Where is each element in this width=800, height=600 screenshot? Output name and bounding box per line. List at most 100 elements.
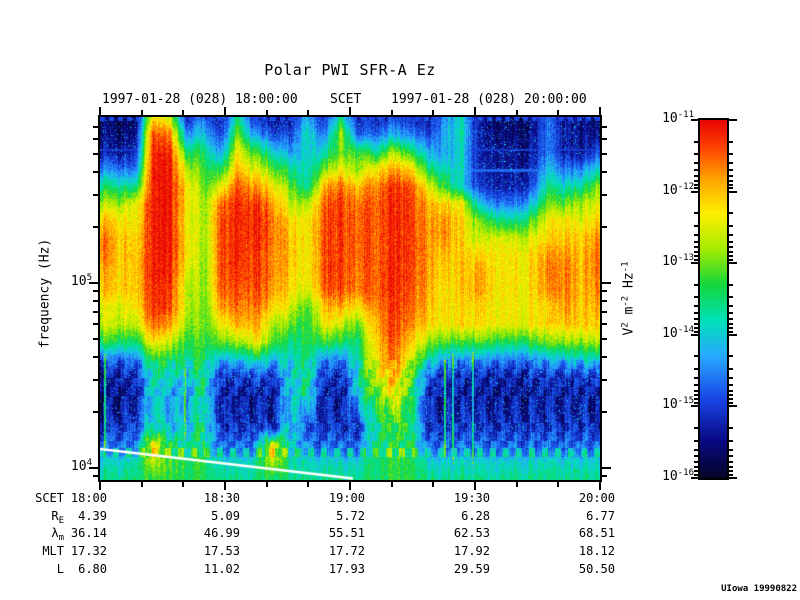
y-axis-minor-tick bbox=[93, 411, 98, 413]
colorbar-major-tick bbox=[691, 191, 698, 193]
y-axis-right-minor-tick bbox=[602, 411, 607, 413]
colorbar-minor-tick bbox=[694, 312, 698, 314]
colorbar-minor-tick bbox=[729, 449, 733, 451]
colorbar-minor-tick bbox=[694, 141, 698, 143]
spectrogram-canvas bbox=[100, 117, 600, 480]
colorbar-minor-tick bbox=[694, 180, 698, 182]
x-axis-minor-tick bbox=[557, 482, 559, 487]
y-axis-right-minor-tick bbox=[602, 311, 607, 313]
table-cell: 62.53 bbox=[453, 526, 490, 541]
row-label: λm bbox=[51, 526, 64, 544]
colorbar-minor-tick bbox=[729, 141, 733, 143]
y-axis-minor-tick bbox=[93, 226, 98, 228]
table-cell: 17.72 bbox=[328, 544, 365, 559]
row-label: MLT bbox=[42, 544, 64, 559]
colorbar-minor-tick bbox=[729, 234, 733, 236]
colorbar-minor-tick bbox=[694, 175, 698, 177]
colorbar-minor-tick bbox=[694, 153, 698, 155]
y-tick-label-1e4: 104 bbox=[70, 458, 92, 474]
colorbar-canvas bbox=[700, 120, 727, 478]
table-cell: 36.14 bbox=[70, 526, 107, 541]
table-cell: 5.09 bbox=[211, 508, 240, 523]
colorbar-minor-tick bbox=[694, 284, 698, 286]
colorbar-minor-tick bbox=[694, 398, 698, 400]
x-axis-major-tick bbox=[599, 482, 601, 490]
colorbar-minor-tick bbox=[694, 305, 698, 307]
table-cell: 68.51 bbox=[578, 526, 615, 541]
colorbar-minor-tick bbox=[694, 455, 698, 457]
x-axis-minor-tick bbox=[516, 482, 518, 487]
colorbar-major-tick bbox=[729, 477, 737, 479]
y-axis-minor-tick bbox=[93, 475, 98, 477]
colorbar-minor-tick bbox=[729, 470, 733, 472]
y-axis-minor-tick bbox=[93, 194, 98, 196]
x-axis-top-major-tick bbox=[599, 107, 601, 115]
colorbar-tick-label: 10-12 bbox=[662, 181, 694, 198]
row-label: L bbox=[56, 561, 64, 576]
table-cell: 4.39 bbox=[78, 508, 107, 523]
colorbar-minor-tick bbox=[729, 175, 733, 177]
colorbar-minor-tick bbox=[694, 449, 698, 451]
colorbar-minor-tick bbox=[729, 440, 733, 442]
y-axis-right-major-tick bbox=[602, 467, 611, 469]
table-row: MLT 17.32 17.53 17.72 17.92 18.12 bbox=[0, 544, 800, 561]
colorbar-major-tick bbox=[729, 262, 737, 264]
colorbar-minor-tick bbox=[694, 384, 698, 386]
table-cell: 17.93 bbox=[328, 561, 365, 576]
colorbar-minor-tick bbox=[729, 398, 733, 400]
y-axis-minor-tick bbox=[93, 300, 98, 302]
colorbar-major-tick bbox=[691, 262, 698, 264]
colorbar-minor-tick bbox=[694, 427, 698, 429]
colorbar-minor-tick bbox=[694, 394, 698, 396]
colorbar-major-tick bbox=[729, 334, 737, 336]
x-axis-minor-tick bbox=[141, 482, 143, 487]
y-axis-minor-tick bbox=[93, 356, 98, 358]
colorbar-minor-tick bbox=[729, 394, 733, 396]
colorbar-minor-tick bbox=[729, 180, 733, 182]
plot-frame bbox=[98, 115, 602, 482]
colorbar-tick-label: 10-14 bbox=[662, 324, 694, 341]
colorbar-major-tick bbox=[691, 477, 698, 479]
row-label: RE bbox=[51, 508, 64, 526]
colorbar-minor-tick bbox=[729, 212, 733, 214]
y-axis-right-minor-tick bbox=[602, 226, 607, 228]
colorbar-major-tick bbox=[729, 191, 737, 193]
colorbar-tick-label: 10-15 bbox=[662, 396, 694, 413]
colorbar-tick-label: 10-13 bbox=[662, 253, 694, 270]
table-row: λm 36.14 46.99 55.51 62.53 68.51 bbox=[0, 526, 800, 543]
y-axis-right-minor-tick bbox=[602, 138, 607, 140]
colorbar-minor-tick bbox=[694, 169, 698, 171]
y-axis-minor-tick bbox=[93, 290, 98, 292]
y-axis-right-minor-tick bbox=[602, 379, 607, 381]
table-cell: 17.92 bbox=[453, 544, 490, 559]
y-axis-major-tick bbox=[89, 282, 98, 284]
table-cell: 29.59 bbox=[453, 561, 490, 576]
colorbar-major-tick bbox=[691, 119, 698, 121]
y-axis-minor-tick bbox=[93, 153, 98, 155]
colorbar-minor-tick bbox=[729, 384, 733, 386]
colorbar-minor-tick bbox=[694, 255, 698, 257]
colorbar-minor-tick bbox=[694, 318, 698, 320]
colorbar-minor-tick bbox=[694, 461, 698, 463]
table-cell: 17.32 bbox=[70, 544, 107, 559]
colorbar-minor-tick bbox=[694, 234, 698, 236]
colorbar-minor-tick bbox=[694, 355, 698, 357]
colorbar-minor-tick bbox=[694, 331, 698, 333]
colorbar-minor-tick bbox=[694, 184, 698, 186]
colorbar-minor-tick bbox=[729, 246, 733, 248]
colorbar-minor-tick bbox=[694, 241, 698, 243]
x-axis-top-minor-tick bbox=[391, 110, 393, 115]
colorbar-minor-tick bbox=[694, 466, 698, 468]
colorbar-minor-tick bbox=[694, 390, 698, 392]
x-axis-top-major-tick bbox=[349, 107, 351, 115]
colorbar-minor-tick bbox=[729, 402, 733, 404]
colorbar-minor-tick bbox=[694, 187, 698, 189]
colorbar-minor-tick bbox=[729, 474, 733, 476]
table-row: RE 4.39 5.09 5.72 6.28 6.77 bbox=[0, 509, 800, 526]
x-axis-major-tick bbox=[349, 482, 351, 490]
table-cell: 19:00 bbox=[328, 491, 365, 505]
colorbar-minor-tick bbox=[729, 241, 733, 243]
table-cell: 50.50 bbox=[578, 561, 615, 576]
credit-text: UIowa 19990822 bbox=[721, 584, 797, 594]
